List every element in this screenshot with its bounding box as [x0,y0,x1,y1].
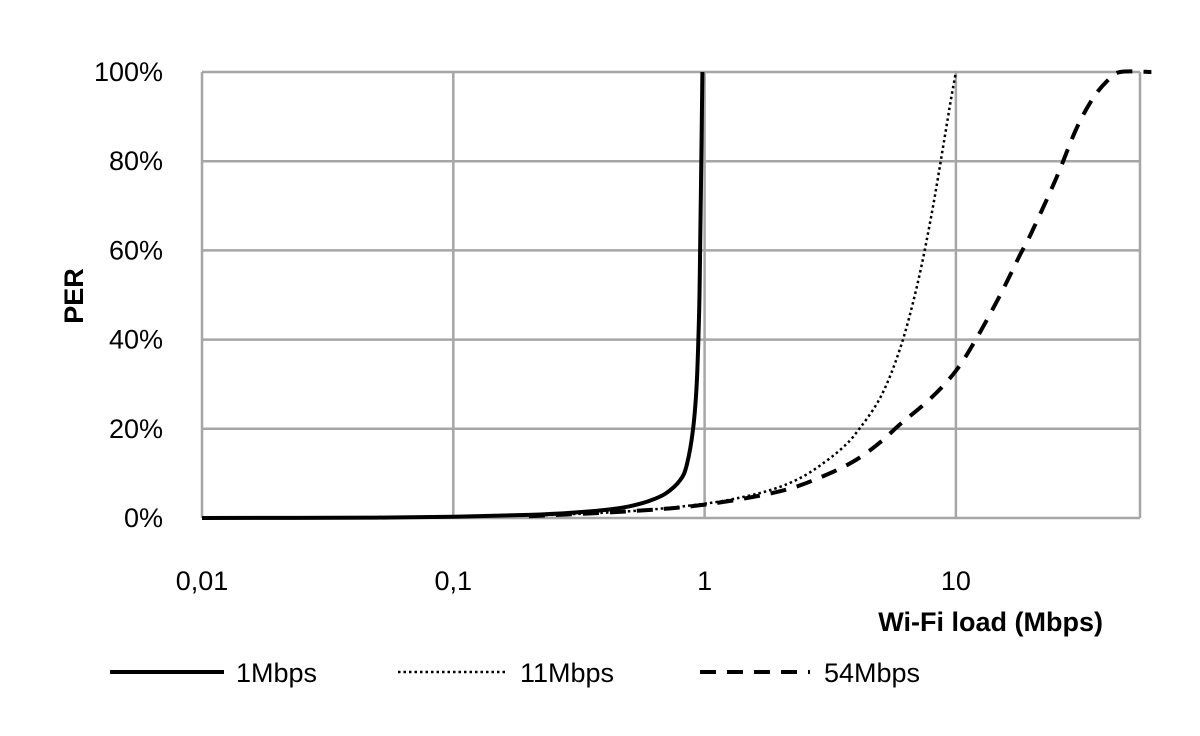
legend-label: 11Mbps [520,658,614,688]
series-line-54mbps [528,69,1152,519]
x-tick-label: 1 [697,566,712,596]
series-lines [201,69,1152,520]
legend: 1Mbps 11Mbps 54Mbps [110,658,920,688]
y-axis-title: PER [59,268,89,324]
y-tick-label: 80% [109,146,163,176]
series-line-11mbps [528,71,958,518]
x-axis-title: Wi-Fi load (Mbps) [878,607,1103,637]
y-tick-label: 40% [109,325,163,355]
legend-label: 1Mbps [236,658,317,688]
y-tick-label: 100% [94,57,163,87]
series-line-1mbps [201,71,705,520]
x-tick-label: 0,1 [435,566,473,596]
y-tick-label: 0% [124,503,163,533]
x-tick-label: 10 [941,566,971,596]
y-tick-label: 20% [109,414,163,444]
grid-lines [200,70,1142,520]
tick-labels: 0% 20% 40% 60% 80% 100% 0,01 0,1 1 10 [94,57,971,596]
y-tick-label: 60% [109,235,163,265]
x-tick-label: 0,01 [176,566,229,596]
legend-label: 54Mbps [824,658,920,688]
